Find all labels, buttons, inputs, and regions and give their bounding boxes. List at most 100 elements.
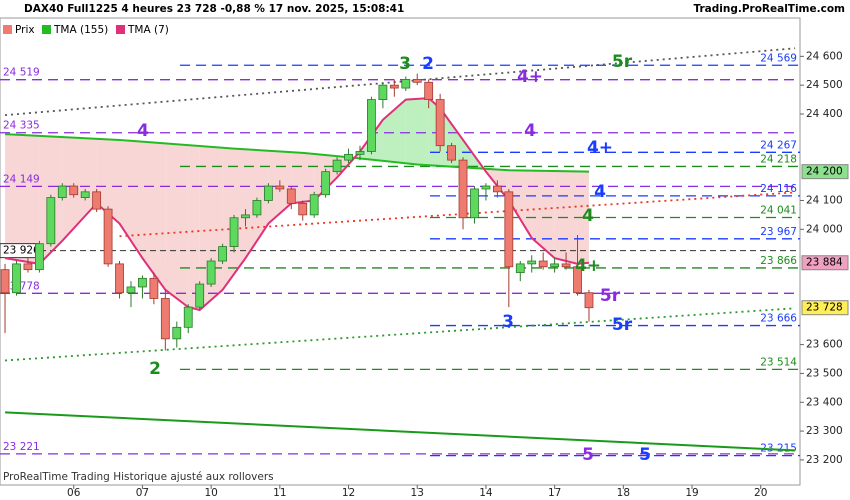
candle-body (206, 260, 216, 285)
candle-body (470, 188, 479, 219)
candle-body (458, 159, 468, 219)
x-tick-label: 19 (685, 487, 698, 499)
level-label: 24 267 (760, 139, 797, 151)
level-label: 24 116 (760, 183, 797, 195)
band-fill (142, 141, 166, 290)
wave-annotation: 3 (399, 54, 411, 74)
candle-body (561, 263, 571, 268)
x-tick-label: 07 (136, 487, 149, 499)
y-tick-label: 23 400 (806, 396, 843, 408)
candle-body (92, 191, 102, 210)
candle-body (492, 185, 502, 193)
wave-annotation: 2 (422, 54, 434, 74)
plot-area (0, 17, 801, 486)
wave-annotation: 4+ (517, 67, 543, 87)
candle-body (435, 99, 445, 147)
band-fill (62, 137, 97, 241)
candle-body (309, 194, 319, 216)
chart-title: DAX40 Full1225 4 heures 23 728 -0,88 % 1… (24, 3, 404, 15)
candle-body (149, 277, 159, 299)
level-label: 23 926 (3, 245, 40, 257)
level-label: 24 218 (760, 153, 797, 165)
last-value-label: 24 200 (806, 166, 843, 178)
last-value-box (801, 164, 849, 180)
band-fill (119, 139, 143, 259)
candle-body (515, 263, 525, 273)
candle-body (321, 171, 331, 196)
candle-body (573, 266, 582, 294)
level-label: 23 215 (760, 443, 797, 455)
band-fill (531, 170, 555, 259)
level-label: 24 041 (760, 204, 797, 216)
candle-body (80, 191, 90, 198)
wave-annotation: 4 (582, 206, 594, 226)
candle-body (12, 263, 21, 294)
candle-body (0, 269, 10, 294)
y-tick-label: 23 300 (806, 425, 843, 437)
candle-body (183, 306, 193, 328)
candle-body (389, 84, 399, 89)
y-tick-label: 23 600 (806, 339, 843, 351)
last-value-box (801, 300, 849, 316)
x-tick-label: 20 (754, 487, 767, 499)
candle-body (195, 283, 205, 308)
level-label: 23 967 (760, 226, 797, 238)
candle-body (332, 159, 342, 173)
band-fill (508, 170, 532, 238)
candle-body (355, 151, 365, 155)
candle-body (401, 79, 411, 89)
y-tick-label: 24 100 (806, 194, 843, 206)
y-tick-label: 24 600 (806, 50, 843, 62)
x-tick-label: 06 (67, 487, 81, 499)
wave-annotation: 4 (594, 182, 606, 202)
candle-body (57, 185, 67, 198)
level-label: 23 221 (3, 441, 40, 453)
level-label: 24 149 (3, 173, 40, 185)
candle-body (160, 298, 170, 340)
wave-annotation: 3 (502, 312, 514, 332)
wave-annotation: 5r (612, 315, 633, 335)
x-tick-label: 12 (342, 487, 355, 499)
candle-body (69, 185, 79, 196)
candle-body (378, 84, 388, 100)
wave-annotation: 5 (639, 445, 651, 465)
candle-body (504, 191, 514, 268)
candle-body (126, 286, 136, 294)
candle-body (34, 243, 44, 271)
candle-body (481, 185, 491, 190)
candle-body (344, 153, 353, 161)
y-tick-label: 24 000 (806, 223, 843, 235)
ma-line (4, 133, 589, 173)
y-tick-label: 23 500 (806, 367, 843, 379)
candle-body (412, 79, 422, 83)
last-value-box (801, 255, 849, 271)
wave-annotation: 5r (600, 286, 621, 306)
x-tick-label: 17 (548, 487, 561, 499)
last-value-label: 23 884 (806, 257, 843, 269)
band-fill (405, 98, 429, 166)
wave-annotation: 5 (582, 445, 594, 465)
band-fill (440, 108, 464, 168)
x-tick-label: 10 (204, 487, 217, 499)
candle-body (584, 292, 594, 309)
wave-annotation: 2 (149, 359, 161, 379)
candle-body (424, 81, 434, 100)
candle-body (286, 188, 296, 204)
legend: Prix TMA (155) TMA (7) (3, 24, 169, 36)
legend-swatch (3, 25, 12, 34)
band-fill (5, 134, 40, 264)
candle-body (172, 326, 182, 340)
level-label: 24 335 (3, 120, 40, 132)
legend-label: Prix (15, 24, 35, 36)
last-value-label: 23 728 (806, 302, 843, 314)
wave-annotation: 4+ (587, 138, 613, 158)
band-fill (165, 143, 189, 308)
level-label: 24 519 (3, 67, 40, 79)
candle-body (550, 263, 560, 268)
candle-body (229, 217, 239, 247)
candle-body (103, 208, 113, 265)
candle-body (263, 185, 273, 201)
level-label: 24 569 (760, 52, 797, 64)
